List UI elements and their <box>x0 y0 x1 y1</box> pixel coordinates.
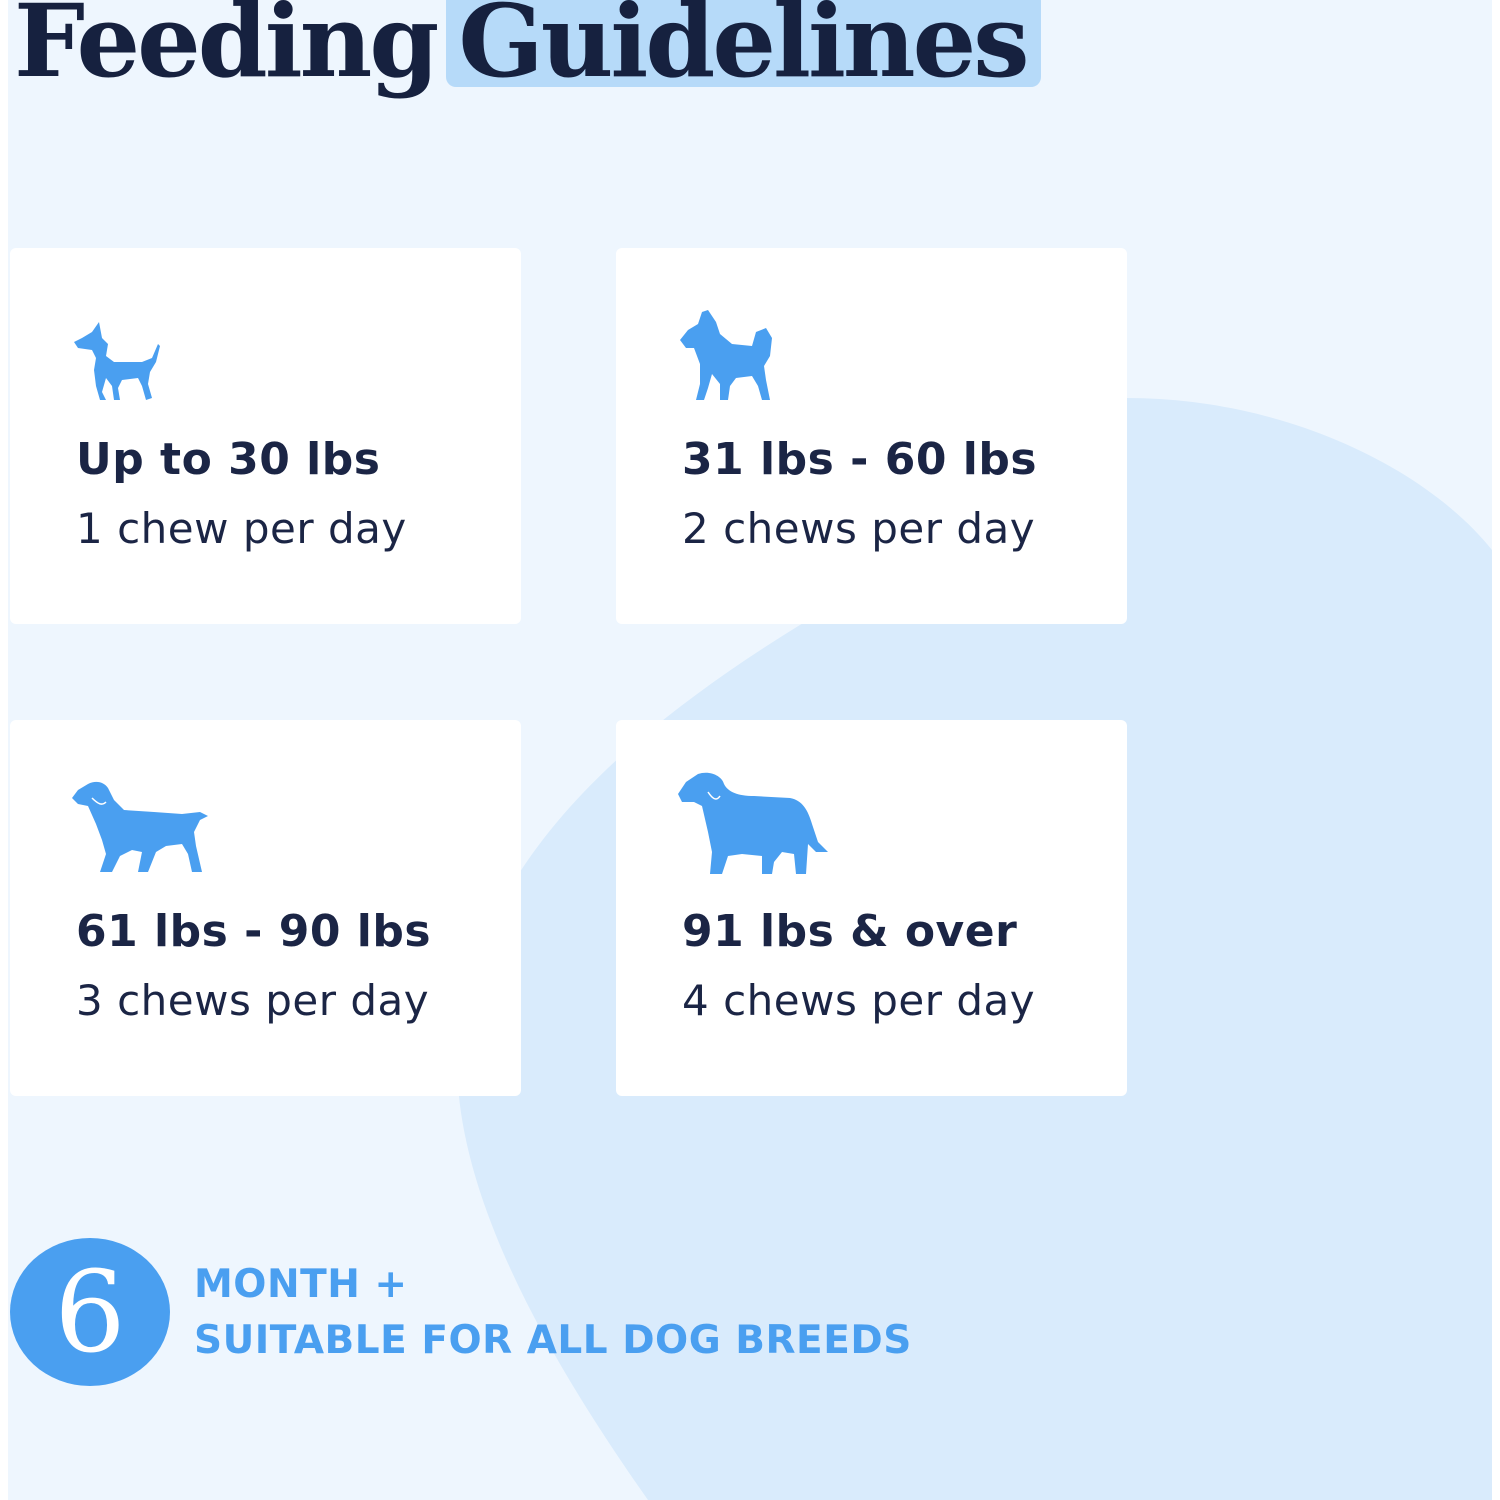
small-dog-icon <box>72 320 164 404</box>
feeding-card-large: 61 lbs - 90 lbs 3 chews per day <box>10 720 521 1096</box>
giant-dog-icon <box>678 772 830 876</box>
dosage: 4 chews per day <box>682 976 1036 1025</box>
breed-suitability-text: SUITABLE FOR ALL DOG BREEDS <box>194 1318 912 1363</box>
weight-range: 31 lbs - 60 lbs <box>682 434 1038 485</box>
dosage: 1 chew per day <box>76 504 407 553</box>
feeding-card-small: Up to 30 lbs 1 chew per day <box>10 248 521 624</box>
page-title: Feeding Guidelines <box>14 0 1041 100</box>
large-dog-icon <box>72 780 212 876</box>
age-badge: 6 <box>10 1238 170 1386</box>
age-requirement-text: MONTH + <box>194 1262 408 1307</box>
medium-dog-icon <box>678 308 778 404</box>
feeding-card-giant: 91 lbs & over 4 chews per day <box>616 720 1127 1096</box>
dosage: 2 chews per day <box>682 504 1036 553</box>
weight-range: 91 lbs & over <box>682 906 1018 957</box>
title-part-2-highlighted: Guidelines <box>446 0 1041 91</box>
age-number: 6 <box>54 1248 126 1378</box>
weight-range: 61 lbs - 90 lbs <box>76 906 432 957</box>
dosage: 3 chews per day <box>76 976 430 1025</box>
feeding-guidelines-graphic: Feeding Guidelines Up to 30 lbs 1 chew pe… <box>8 0 1492 1500</box>
title-part-1: Feeding <box>14 0 439 100</box>
feeding-card-medium: 31 lbs - 60 lbs 2 chews per day <box>616 248 1127 624</box>
weight-range: Up to 30 lbs <box>76 434 381 485</box>
